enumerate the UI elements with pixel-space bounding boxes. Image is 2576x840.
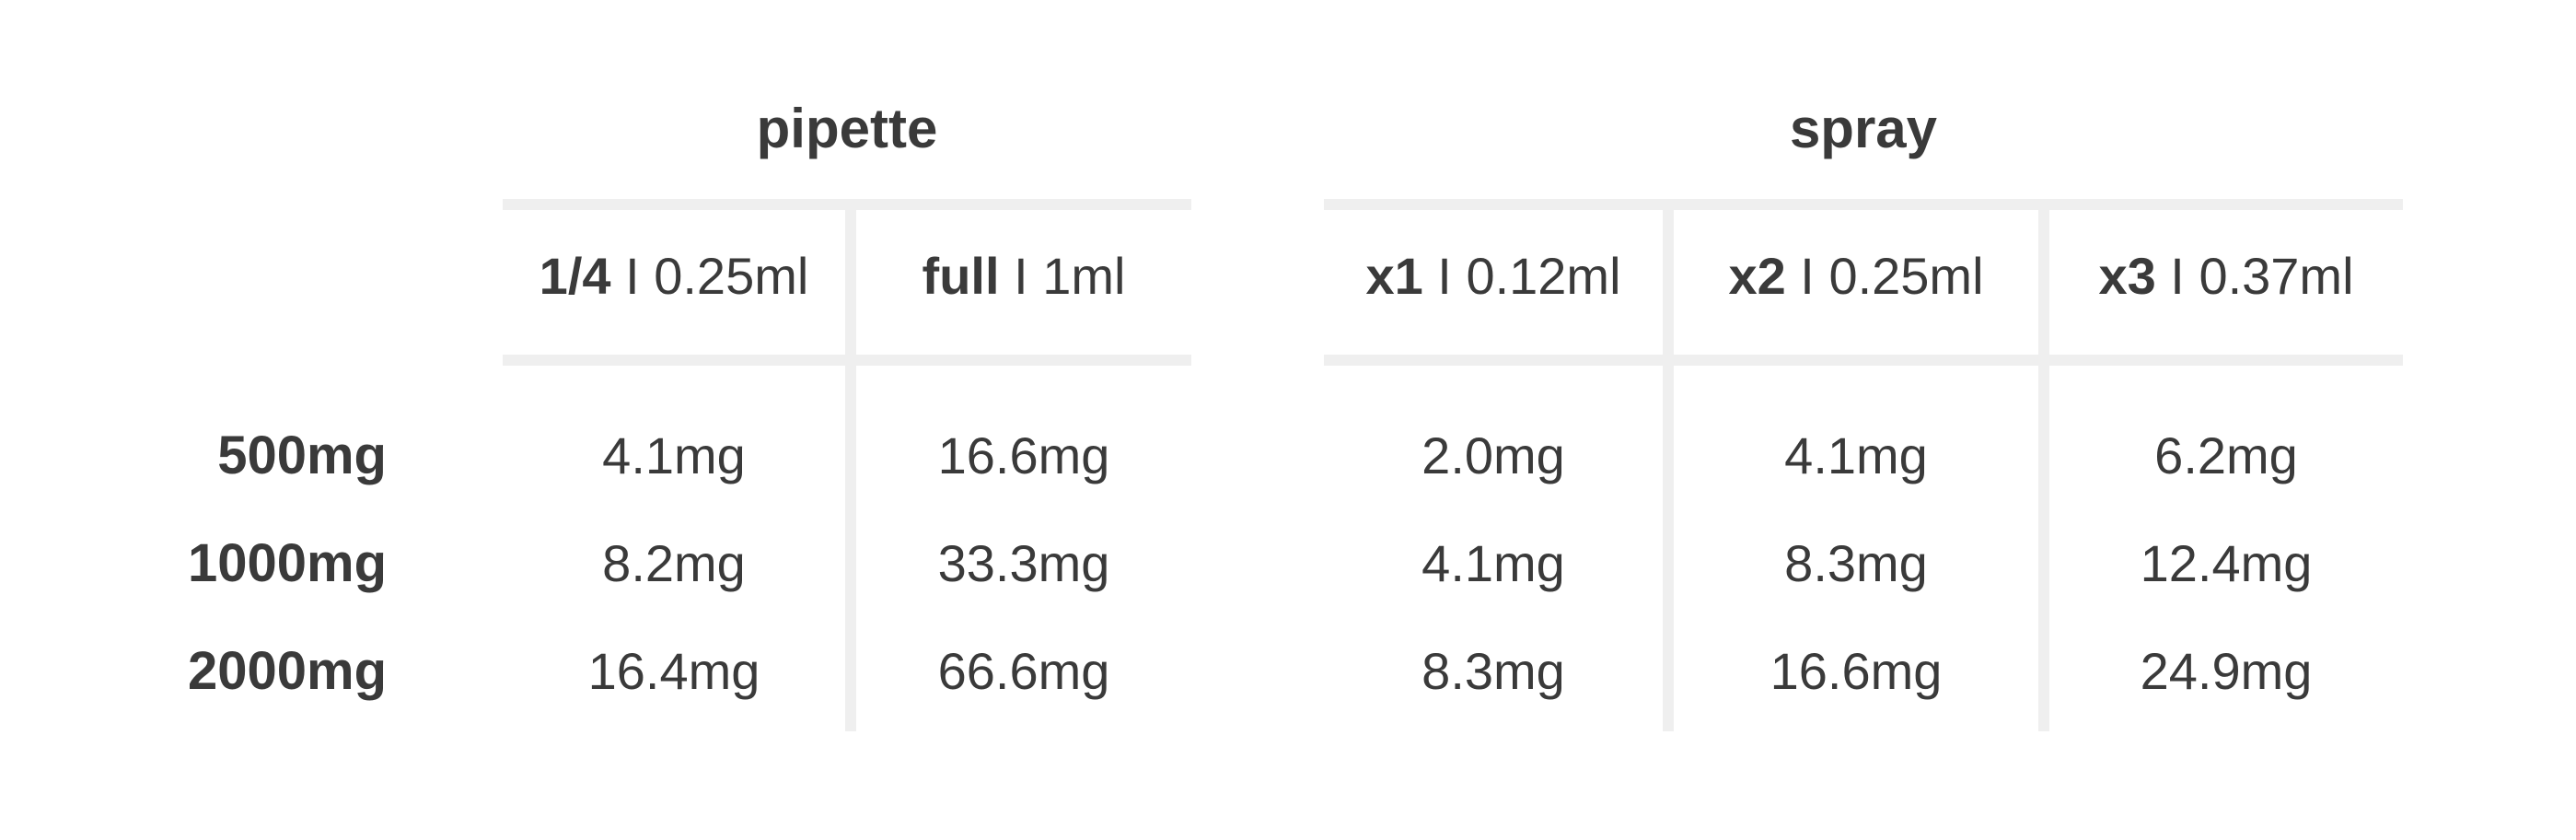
table-cell: 8.2mg bbox=[602, 534, 746, 592]
table-cell: 24.9mg bbox=[2140, 642, 2313, 700]
spray-group-title: spray bbox=[1789, 98, 1938, 159]
column-header-separator: I bbox=[999, 247, 1043, 305]
column-header-volume: 0.25ml bbox=[654, 247, 809, 305]
spray-column-divider-1 bbox=[1663, 204, 1674, 731]
column-header-spray-x3: x3 I 0.37ml bbox=[2049, 221, 2403, 332]
row-label-1000mg: 1000mg bbox=[187, 533, 387, 593]
table-cell: 2.0mg bbox=[1421, 426, 1565, 484]
row-label-500mg: 500mg bbox=[217, 426, 387, 485]
table-cell: 12.4mg bbox=[2140, 534, 2313, 592]
table-cell: 4.1mg bbox=[602, 426, 746, 484]
table-cell: 6.2mg bbox=[2154, 426, 2298, 484]
column-header-dose: x2 bbox=[1728, 247, 1786, 305]
column-header-dose: x1 bbox=[1365, 247, 1423, 305]
column-header-separator: I bbox=[610, 247, 655, 305]
row-label-2000mg: 2000mg bbox=[187, 641, 387, 701]
column-header-spray-x1: x1 I 0.12ml bbox=[1324, 221, 1663, 332]
column-header-dose: full bbox=[922, 247, 1000, 305]
column-header-pipette-full: full I 1ml bbox=[856, 221, 1191, 332]
pipette-column-divider bbox=[845, 204, 856, 731]
table-cell: 33.3mg bbox=[937, 534, 1110, 592]
column-header-volume: 0.37ml bbox=[2199, 247, 2354, 305]
column-header-pipette-quarter: 1/4 I 0.25ml bbox=[503, 221, 845, 332]
column-header-volume: 0.12ml bbox=[1466, 247, 1621, 305]
table-cell: 16.4mg bbox=[587, 642, 760, 700]
table-cell: 4.1mg bbox=[1784, 426, 1928, 484]
column-header-dose: 1/4 bbox=[539, 247, 611, 305]
table-cell: 66.6mg bbox=[937, 642, 1110, 700]
column-header-dose: x3 bbox=[2098, 247, 2156, 305]
column-header-separator: I bbox=[1785, 247, 1829, 305]
spray-column-divider-2 bbox=[2038, 204, 2049, 731]
column-header-spray-x2: x2 I 0.25ml bbox=[1674, 221, 2038, 332]
pipette-group-title: pipette bbox=[756, 98, 938, 159]
column-header-volume: 0.25ml bbox=[1828, 247, 1984, 305]
spray-header-top-divider bbox=[1324, 199, 2403, 210]
column-header-separator: I bbox=[1422, 247, 1467, 305]
table-cell: 8.3mg bbox=[1784, 534, 1928, 592]
column-header-volume: 1ml bbox=[1042, 247, 1126, 305]
table-cell: 16.6mg bbox=[1770, 642, 1943, 700]
table-cell: 8.3mg bbox=[1421, 642, 1565, 700]
spray-header-bottom-divider bbox=[1324, 355, 2403, 366]
table-cell: 16.6mg bbox=[937, 426, 1110, 484]
column-header-separator: I bbox=[2155, 247, 2199, 305]
table-cell: 4.1mg bbox=[1421, 534, 1565, 592]
